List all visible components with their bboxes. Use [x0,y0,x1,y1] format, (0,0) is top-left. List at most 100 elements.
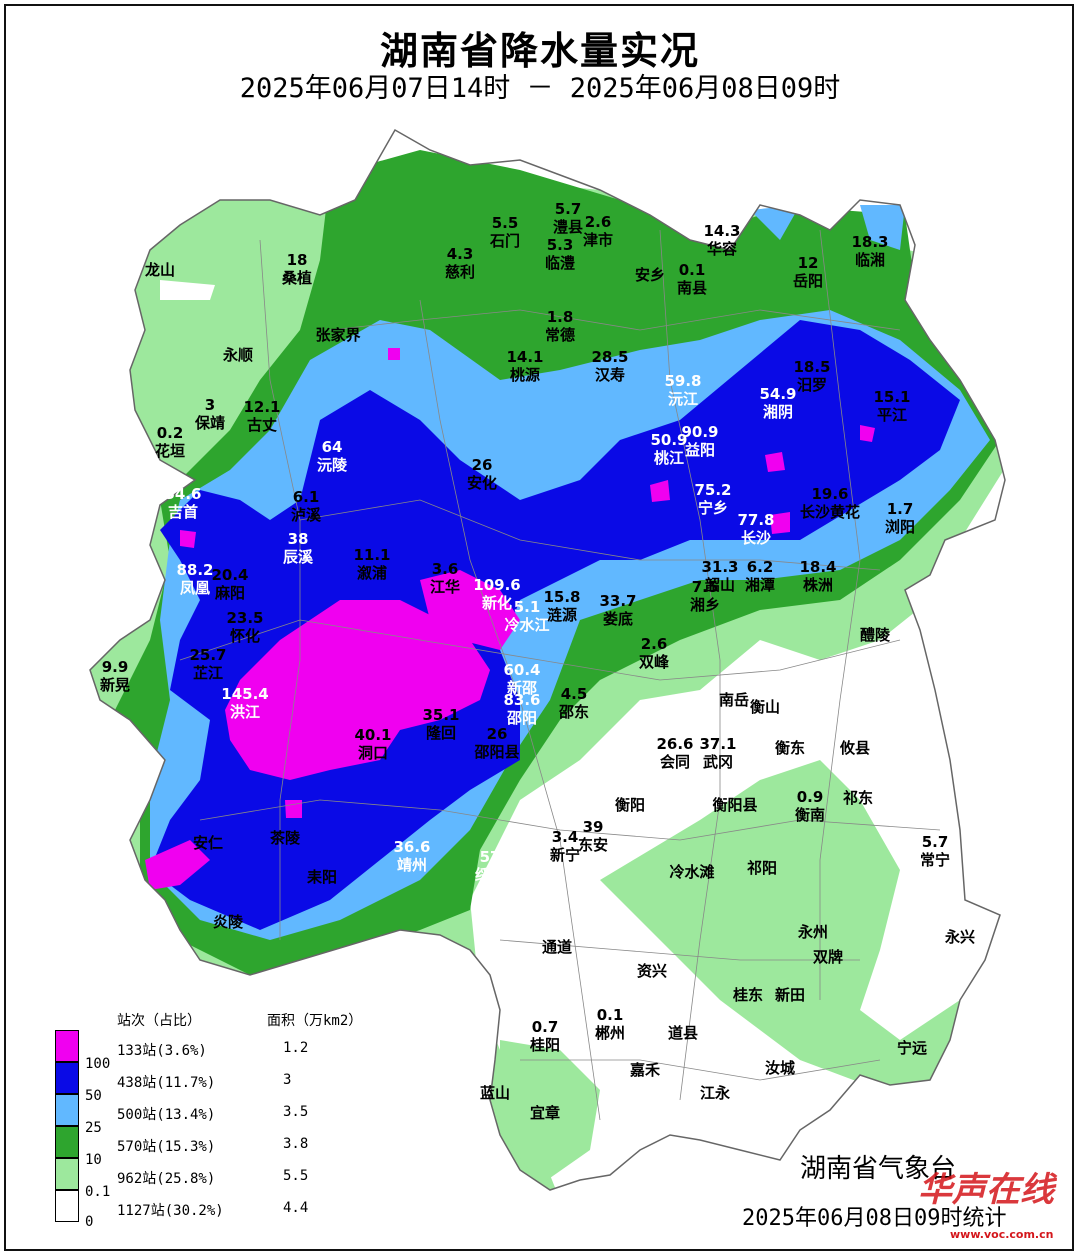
value-label-临湘-8: 18.3 [851,233,888,251]
place-name-洪江-49: 洪江 [230,703,260,721]
place-name-汝城-92: 汝城 [765,1059,795,1077]
place-name-娄底-41: 娄底 [603,610,633,628]
place-name-华容-7: 华容 [707,240,737,258]
place-name-嘉禾-91: 嘉禾 [629,1061,661,1079]
place-name-耒阳-77: 耒阳 [307,868,337,886]
value-label-靖州-70: 36.6 [393,838,430,856]
legend-swatch-0 [55,1190,79,1222]
place-name-永兴-83: 永兴 [944,928,975,946]
place-name-郴州-88: 郴州 [595,1024,625,1042]
value-label-麻阳-35: 20.4 [211,566,248,584]
place-name-绥宁-71: 绥宁 [475,866,505,884]
place-name-隆回-55: 隆回 [426,724,456,742]
county-boundaries [179,229,941,1121]
place-name-冷水江-39: 冷水江 [504,616,549,634]
map-title: 湖南省降水量实况 [379,29,700,73]
place-name-津市-6: 津市 [583,231,613,249]
legend-stations-row-4: 570站(15.3%) [117,1139,216,1155]
place-name-道县-89: 道县 [668,1024,698,1042]
place-name-辰溪-36: 辰溪 [283,548,314,566]
legend: 站次（占比） 面积（万km2） 100 50 25 10 0.1 0 133站(… [55,1010,415,1230]
place-name-澧县-4: 澧县 [553,218,583,236]
place-name-沅江-17: 沅江 [668,390,698,408]
place-name-石门-3: 石门 [489,232,520,250]
value-label-湘乡-44: 7.5 [692,578,719,596]
legend-break-10: 10 [85,1152,102,1168]
legend-header-area: 面积（万km2） [267,1013,363,1029]
place-name-株洲-45: 株洲 [803,576,833,594]
place-name-怀化-46: 怀化 [230,627,260,645]
value-label-隆回-55: 35.1 [422,706,459,724]
value-label-溆浦-37: 11.1 [353,546,390,564]
place-name-常宁-76: 常宁 [920,851,950,869]
place-name-韶山-42: 韶山 [705,576,735,594]
watermark-url: www.voc.com.cn [950,1228,1054,1241]
value-label-华容-7: 14.3 [703,222,740,240]
place-name-泸溪-29: 泸溪 [291,506,322,524]
legend-header-stations: 站次（占比） [117,1013,201,1029]
value-label-双峰-53: 2.6 [641,635,668,653]
value-label-长沙-33: 77.8 [737,511,774,529]
value-label-洪江-49: 145.4 [221,685,268,703]
place-name-桃源-15: 桃源 [510,366,540,384]
place-name-资兴-84: 资兴 [637,962,667,980]
place-name-桃江-26: 桃江 [654,449,684,467]
place-name-湘乡-44: 湘乡 [690,596,720,614]
value-label-桃江-26: 50.9 [650,431,687,449]
place-name-临湘-8: 临湘 [855,251,885,269]
place-name-沅陵-24: 沅陵 [317,456,348,474]
value-label-凤凰-34: 88.2 [176,561,213,579]
agency-name: 湖南省气象台 [800,1154,957,1184]
place-name-衡东-60: 衡东 [775,739,805,757]
band-light-green-south [600,760,960,1090]
place-name-安仁-68: 安仁 [193,834,223,852]
place-name-益阳-27: 益阳 [685,441,715,459]
place-name-武冈-63: 武冈 [703,753,733,771]
place-name-衡南-66: 衡南 [795,806,825,824]
place-name-湘阴-19: 湘阴 [763,403,793,421]
legend-break-0-1: 0.1 [85,1184,111,1200]
place-name-衡山-59: 衡山 [750,698,780,716]
value-label-临澧-5: 5.3 [547,236,574,254]
province-outline [89,128,1006,1191]
place-name-安化-25: 安化 [467,474,497,492]
place-name-长沙黄花-31: 长沙黄花 [800,503,860,521]
place-name-汉寿-16: 汉寿 [595,366,625,384]
place-name-桑植-1: 桑植 [282,269,312,287]
value-label-湘阴-19: 54.9 [759,385,796,403]
legend-swatch-25 [55,1094,79,1126]
place-name-衡阳县-64: 衡阳县 [712,796,757,814]
place-name-蓝山-93: 蓝山 [480,1084,510,1102]
place-name-保靖-21: 保靖 [194,414,225,432]
legend-area-row-3: 3.5 [283,1104,309,1120]
value-label-常宁-76: 5.7 [922,833,949,851]
place-name-涟源-40: 涟源 [547,606,577,624]
place-name-东安-73: 东安 [578,836,608,854]
value-label-岳阳-11: 12 [798,254,819,272]
place-name-通道-80: 通道 [542,938,572,956]
value-label-长沙黄花-31: 19.6 [811,485,848,503]
place-name-新晃-48: 新晃 [100,676,130,694]
value-label-桂阳-87: 0.7 [532,1018,559,1036]
place-name-会同-62: 会同 [660,753,690,771]
place-name-古丈-22: 古丈 [247,416,277,434]
value-label-宁乡-30: 75.2 [694,481,731,499]
legend-area-row-6: 4.4 [283,1200,309,1216]
value-label-邵阳-51: 83.6 [503,691,540,709]
place-name-双牌-82: 双牌 [813,948,843,966]
place-name-邵阳-51: 邵阳 [506,709,537,727]
place-name-南县-10: 南县 [677,279,707,297]
value-label-新化-38: 109.6 [473,576,520,594]
place-name-新田-86: 新田 [775,986,805,1004]
value-label-涟源-40: 15.8 [543,588,580,606]
place-name-南岳-58: 南岳 [719,691,749,709]
map-frame [4,4,1074,1251]
stats-timestamp: 2025年06月08日09时统计 [742,1206,1007,1231]
legend-swatch-0-1 [55,1158,79,1190]
value-label-芷江-47: 25.7 [189,646,226,664]
place-name-浏阳-32: 浏阳 [885,518,915,536]
place-name-张家界-12: 张家界 [315,326,360,344]
value-label-沅江-17: 59.8 [664,372,701,390]
value-label-株洲-45: 18.4 [799,558,836,576]
